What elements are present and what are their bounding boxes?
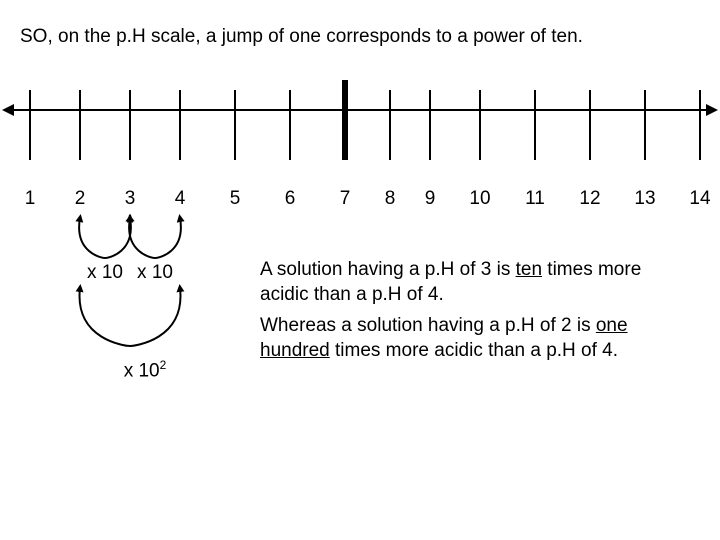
- big-arc-label: x 102: [124, 358, 167, 382]
- page-title: SO, on the p.H scale, a jump of one corr…: [20, 26, 583, 48]
- explanation-paragraph-2: Whereas a solution having a p.H of 2 is …: [260, 314, 690, 363]
- tick-label: 8: [385, 188, 396, 210]
- tick-label: 10: [469, 188, 490, 210]
- number-line-container: [0, 80, 720, 175]
- tick-label: 5: [230, 188, 241, 210]
- tick-label: 14: [689, 188, 710, 210]
- tick-label: 11: [525, 188, 545, 210]
- tick-label: 3: [125, 188, 136, 210]
- tick-label: 9: [425, 188, 436, 210]
- tick-label: 6: [285, 188, 296, 210]
- tick-label: 13: [634, 188, 655, 210]
- tick-label: 7: [340, 188, 351, 210]
- number-line-svg: [0, 80, 720, 170]
- page: SO, on the p.H scale, a jump of one corr…: [0, 0, 720, 540]
- arc-label-1: x 10: [87, 262, 123, 284]
- arc-label-2: x 10: [137, 262, 173, 284]
- tick-label: 4: [175, 188, 186, 210]
- tick-label: 12: [579, 188, 600, 210]
- tick-label: 1: [25, 188, 36, 210]
- explanation-paragraph-1: A solution having a p.H of 3 is ten time…: [260, 258, 690, 307]
- tick-label: 2: [75, 188, 86, 210]
